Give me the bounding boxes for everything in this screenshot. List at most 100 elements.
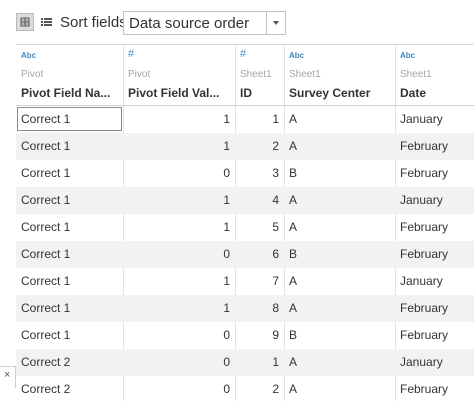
table-cell[interactable]: B <box>289 328 298 342</box>
table-cell[interactable]: Correct 1 <box>21 166 71 180</box>
column-source: Sheet1 <box>240 69 272 80</box>
grid-view-icon <box>20 17 30 27</box>
table-cell[interactable]: January <box>400 112 443 126</box>
column-separator[interactable] <box>395 44 396 401</box>
table-cell[interactable]: 2 <box>272 382 279 396</box>
close-icon: × <box>4 369 11 381</box>
table-cell[interactable]: February <box>400 139 449 153</box>
column-source: Pivot <box>21 69 44 80</box>
column-name[interactable]: Survey Center <box>289 86 371 100</box>
string-type-icon[interactable]: Abc <box>289 51 305 60</box>
number-type-icon[interactable]: # <box>128 48 135 60</box>
column-header[interactable]: # Pivot Pivot Field Val... <box>123 45 235 105</box>
table-row[interactable]: Correct 1 1 8 A February <box>16 295 474 322</box>
table-cell[interactable]: 3 <box>272 166 279 180</box>
table-row[interactable]: Correct 1 0 9 B February <box>16 322 474 349</box>
column-source: Sheet1 <box>400 69 432 80</box>
table-cell[interactable]: 0 <box>223 247 230 261</box>
table-cell[interactable]: A <box>289 382 298 396</box>
column-name[interactable]: Date <box>400 86 427 100</box>
table-row[interactable]: Correct 1 1 4 A January <box>16 187 474 214</box>
side-close-button[interactable]: × <box>0 366 16 388</box>
table-row[interactable]: Correct 1 1 5 A February <box>16 214 474 241</box>
table-cell[interactable]: Correct 1 <box>21 274 71 288</box>
number-type-icon[interactable]: # <box>240 48 247 60</box>
table-row[interactable]: Correct 1 1 7 A January <box>16 268 474 295</box>
table-row[interactable]: Correct 1 1 1 A January <box>16 106 474 133</box>
table-cell[interactable]: 1 <box>223 301 230 315</box>
table-cell[interactable]: Correct 1 <box>21 301 71 315</box>
table-cell[interactable]: 4 <box>272 193 279 207</box>
table-cell[interactable]: 6 <box>272 247 279 261</box>
sort-fields-label: Sort fields <box>60 14 127 31</box>
table-cell[interactable]: Correct 1 <box>21 220 71 234</box>
table-cell[interactable]: B <box>289 247 298 261</box>
grid-view-button[interactable] <box>16 13 34 31</box>
table-cell[interactable]: 7 <box>272 274 279 288</box>
table-cell[interactable]: 1 <box>272 112 279 126</box>
table-cell[interactable]: A <box>289 139 298 153</box>
table-cell[interactable]: February <box>400 220 449 234</box>
table-cell[interactable]: 1 <box>272 355 279 369</box>
table-cell[interactable]: January <box>400 274 443 288</box>
table-cell[interactable]: 0 <box>223 355 230 369</box>
table-cell[interactable]: 2 <box>272 139 279 153</box>
column-separator[interactable] <box>123 44 124 401</box>
chevron-down-icon[interactable] <box>266 12 285 34</box>
table-cell[interactable]: 9 <box>272 328 279 342</box>
table-cell[interactable]: Correct 1 <box>21 112 71 126</box>
table-cell[interactable]: January <box>400 355 443 369</box>
table-cell[interactable]: Correct 1 <box>21 328 71 342</box>
table-cell[interactable]: A <box>289 220 298 234</box>
table-cell[interactable]: February <box>400 301 449 315</box>
table-cell[interactable]: February <box>400 166 449 180</box>
column-name[interactable]: Pivot Field Na... <box>21 86 111 100</box>
table-cell[interactable]: 1 <box>223 274 230 288</box>
table-cell[interactable]: Correct 1 <box>21 139 71 153</box>
string-type-icon[interactable]: Abc <box>400 51 416 60</box>
column-source: Sheet1 <box>289 69 321 80</box>
string-type-icon[interactable]: Abc <box>21 51 37 60</box>
table-cell[interactable]: A <box>289 112 298 126</box>
table-row[interactable]: Correct 2 0 1 A January <box>16 349 474 376</box>
table-cell[interactable]: 1 <box>223 220 230 234</box>
column-separator[interactable] <box>235 44 236 401</box>
table-cell[interactable]: 5 <box>272 220 279 234</box>
table-cell[interactable]: 1 <box>223 193 230 207</box>
table-row[interactable]: Correct 1 0 3 B February <box>16 160 474 187</box>
column-header[interactable]: # Sheet1 ID <box>235 45 284 105</box>
table-cell[interactable]: January <box>400 193 443 207</box>
table-cell[interactable]: 8 <box>272 301 279 315</box>
table-cell[interactable]: 1 <box>223 112 230 126</box>
table-row[interactable]: Correct 2 0 2 A February <box>16 376 474 401</box>
column-separator[interactable] <box>284 44 285 401</box>
table-cell[interactable]: B <box>289 166 298 180</box>
table-cell[interactable]: 0 <box>223 166 230 180</box>
sort-fields-value: Data source order <box>129 15 250 32</box>
table-cell[interactable]: Correct 2 <box>21 355 71 369</box>
sort-fields-dropdown[interactable]: Data source order <box>123 11 286 35</box>
column-header[interactable]: Abc Pivot Pivot Field Na... <box>16 45 123 105</box>
table-cell[interactable]: February <box>400 328 449 342</box>
column-name[interactable]: Pivot Field Val... <box>128 86 220 100</box>
header-divider <box>16 105 474 106</box>
table-cell[interactable]: February <box>400 382 449 396</box>
list-view-button[interactable] <box>38 13 56 31</box>
table-row[interactable]: Correct 1 0 6 B February <box>16 241 474 268</box>
table-row[interactable]: Correct 1 1 2 A February <box>16 133 474 160</box>
table-cell[interactable]: A <box>289 355 298 369</box>
column-header[interactable]: Abc Sheet1 Date <box>395 45 474 105</box>
table-cell[interactable]: Correct 1 <box>21 193 71 207</box>
table-cell[interactable]: 1 <box>223 139 230 153</box>
table-cell[interactable]: A <box>289 193 298 207</box>
table-cell[interactable]: February <box>400 247 449 261</box>
table-cell[interactable]: 0 <box>223 382 230 396</box>
table-cell[interactable]: Correct 1 <box>21 247 71 261</box>
table-cell[interactable]: 0 <box>223 328 230 342</box>
table-cell[interactable]: A <box>289 301 298 315</box>
column-header[interactable]: Abc Sheet1 Survey Center <box>284 45 395 105</box>
table-cell[interactable]: A <box>289 274 298 288</box>
table-cell[interactable]: Correct 2 <box>21 382 71 396</box>
list-view-icon <box>41 18 52 26</box>
column-name[interactable]: ID <box>240 86 252 100</box>
